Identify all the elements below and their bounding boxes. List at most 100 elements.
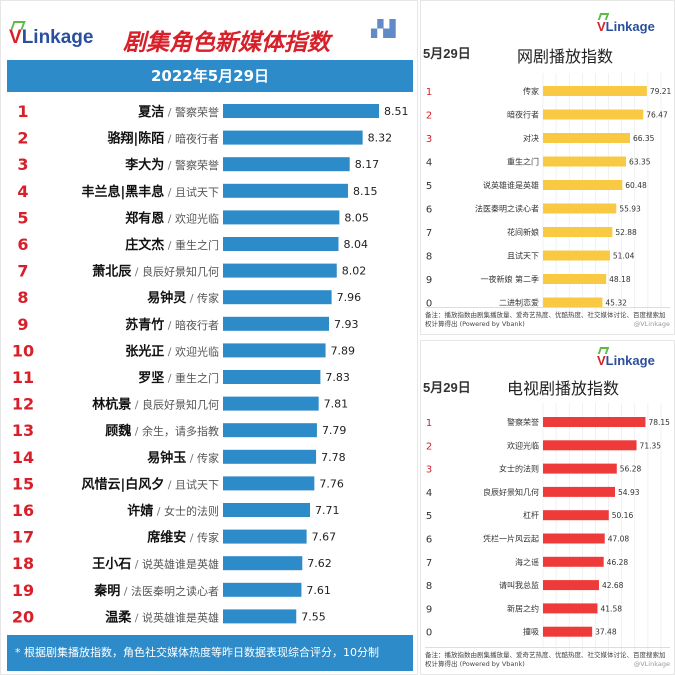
bar <box>223 609 297 624</box>
character-name: 许婧 <box>127 503 153 519</box>
rank-number: 8 <box>17 288 28 307</box>
drama-name: 欢迎光临 <box>175 211 219 225</box>
character-name: 林杭景 <box>92 397 131 413</box>
value-label: 7.62 <box>307 557 332 570</box>
character-label: 骆翔|陈陌 / 暗夜行者 <box>108 131 219 147</box>
value-label: 55.93 <box>619 205 641 214</box>
bar <box>223 556 303 571</box>
chart-title: 电视剧播放指数 <box>507 379 620 398</box>
rank-number: 9 <box>17 315 28 334</box>
rank-number: 9 <box>426 604 432 615</box>
bar <box>223 210 340 225</box>
footer-note: * 根据剧集播放指数，角色社交媒体热度等昨日数据表现综合评分，10分制 <box>7 635 413 671</box>
bar <box>543 440 637 451</box>
rank-number: 3 <box>426 134 432 145</box>
bar <box>223 104 379 118</box>
category-label: 请叫我总监 <box>499 580 539 590</box>
drama-name: 警察荣誉 <box>175 158 219 172</box>
separator: / <box>164 106 175 119</box>
bar <box>223 157 350 172</box>
character-label: 罗坚 / 重生之门 <box>138 371 219 386</box>
drama-name: 警察荣誉 <box>175 105 219 119</box>
separator: / <box>164 345 175 358</box>
drama-name: 良辰好景知几何 <box>142 265 219 279</box>
rank-number: 20 <box>12 607 34 626</box>
rank-number: 2 <box>426 441 432 452</box>
character-label: 庄文杰 / 重生之门 <box>125 237 219 253</box>
bar <box>543 533 605 544</box>
bar <box>543 603 598 614</box>
value-label: 7.89 <box>331 344 356 357</box>
date-label: 5月29日 <box>423 46 471 61</box>
category-label: 女士的法则 <box>499 464 539 474</box>
value-label: 7.96 <box>337 291 362 304</box>
rank-number: 15 <box>12 474 34 493</box>
bar <box>223 183 348 198</box>
separator: / <box>164 212 175 225</box>
category-label: 对决 <box>523 133 539 143</box>
character-label: 张光正 / 欢迎光临 <box>125 343 219 359</box>
web-drama-panel: VLinkage 5月29日 网剧播放指数 1 传家 79.21 2 暗夜行者 76.47… <box>420 0 675 335</box>
drama-name: 暗夜行者 <box>175 318 219 332</box>
character-bar-chart: 1 夏洁 / 警察荣誉 8.51 2 骆翔|陈陌 / 暗夜行者 8.32 3 李大为 / 警察… <box>12 102 409 626</box>
value-label: 47.08 <box>608 535 630 544</box>
web-drama-bar-chart: 1 传家 79.21 2 暗夜行者 76.47 3 对决 66.35 4 重生之门 63.35 5 说英雄… <box>426 73 672 318</box>
character-label: 王小石 / 说英雄谁是英雄 <box>92 557 219 572</box>
character-name: 郑有恩 <box>125 210 164 226</box>
category-label: 暗夜行者 <box>507 110 539 120</box>
bar <box>223 582 302 597</box>
value-label: 46.28 <box>607 558 629 567</box>
value-label: 48.18 <box>609 275 631 284</box>
character-name: 王小石 <box>92 557 131 572</box>
character-name: 风惜云|白风夕 <box>82 476 165 492</box>
value-label: 7.81 <box>324 398 349 411</box>
rank-number: 5 <box>426 511 432 522</box>
bar <box>543 86 647 96</box>
rank-number: 2 <box>17 129 28 148</box>
value-label: 8.32 <box>368 132 393 145</box>
character-name: 李大为 <box>124 157 164 173</box>
value-label: 56.28 <box>620 465 642 474</box>
separator: / <box>164 186 175 199</box>
bar <box>223 370 321 384</box>
drama-name: 传家 <box>197 291 219 305</box>
rank-number: 12 <box>12 395 34 414</box>
value-label: 8.04 <box>343 238 368 251</box>
value-label: 7.83 <box>325 371 350 384</box>
bar <box>223 529 307 544</box>
bar <box>543 156 627 167</box>
decoration-icon: ▞▟ <box>371 19 396 38</box>
category-label: 法医秦明之读心者 <box>475 204 539 214</box>
rank-number: 18 <box>12 554 34 573</box>
category-label: 撞吸 <box>523 627 539 637</box>
value-label: 78.15 <box>648 418 670 427</box>
vlinkage-logo: VLinkage <box>597 13 655 34</box>
character-name: 萧北辰 <box>92 264 132 280</box>
separator: / <box>131 425 142 438</box>
character-label: 风惜云|白风夕 / 且试天下 <box>82 476 219 492</box>
value-label: 63.35 <box>629 158 651 167</box>
drama-name: 传家 <box>197 531 219 545</box>
bar <box>223 476 315 491</box>
character-label: 易钟灵 / 传家 <box>147 290 219 306</box>
value-label: 66.35 <box>633 134 655 143</box>
bar <box>543 109 644 120</box>
date-banner: 2022年5月29日 <box>7 60 413 92</box>
character-name: 庄文杰 <box>125 237 164 253</box>
vlinkage-logo: VLinkage <box>9 21 94 49</box>
separator: / <box>164 372 175 385</box>
category-label: 传家 <box>523 86 539 96</box>
value-label: 52.88 <box>615 228 637 237</box>
value-label: 76.47 <box>646 111 668 120</box>
character-index-panel: VLinkage 剧集角色新媒体指数 ▞▟ 2022年5月29日 1 夏洁 / 警… <box>0 0 418 675</box>
value-label: 7.61 <box>306 584 331 597</box>
drama-name: 重生之门 <box>175 238 219 252</box>
drama-name: 传家 <box>197 451 219 465</box>
rank-number: 6 <box>426 205 432 216</box>
category-label: 警察荣誉 <box>507 417 539 427</box>
value-label: 50.16 <box>612 511 634 520</box>
rank-number: 8 <box>426 252 432 263</box>
value-label: 71.35 <box>640 441 662 450</box>
chart-note: 备注：播放指数由剧集播放量、爱奇艺热度、优酷热度、社交媒体讨论、百度搜索加权计算… <box>425 307 670 329</box>
value-label: 7.76 <box>319 477 344 490</box>
